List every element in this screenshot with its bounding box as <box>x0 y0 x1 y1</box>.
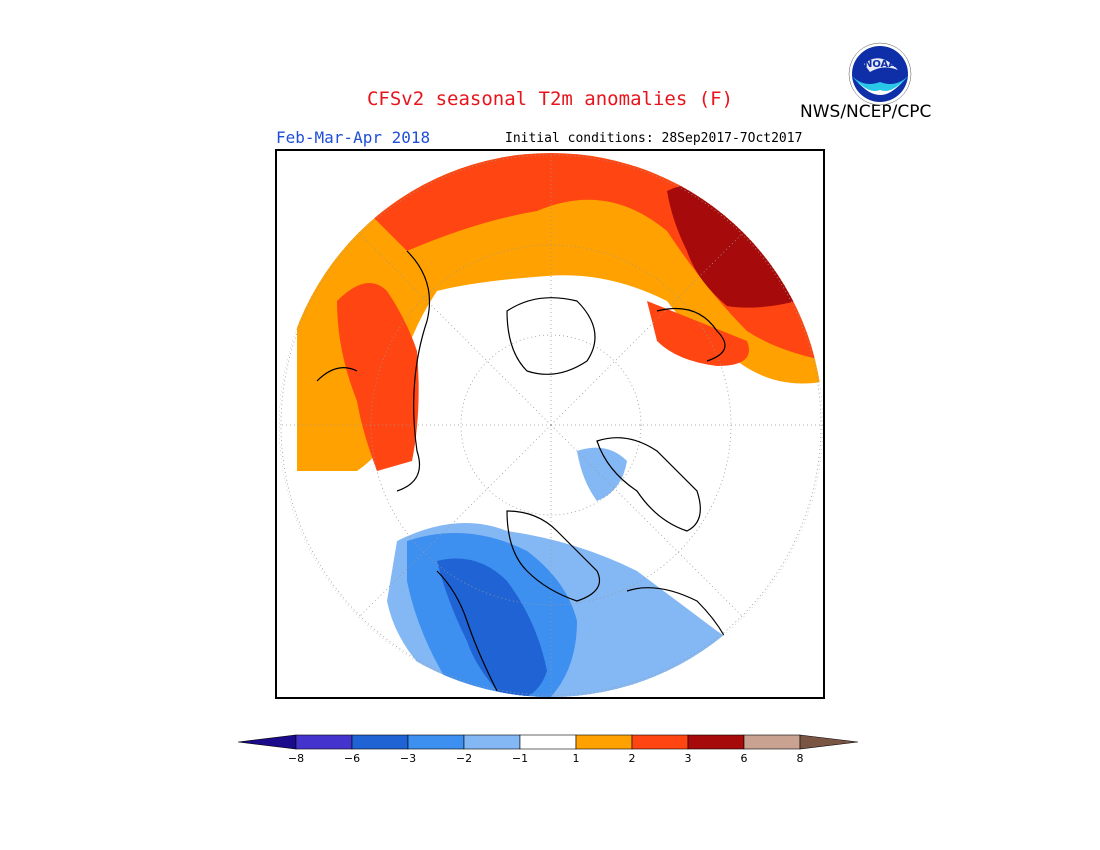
legend-swatch <box>687 734 745 750</box>
legend-swatch <box>351 734 409 750</box>
legend-tick-label: −3 <box>399 752 417 765</box>
page-title: CFSv2 seasonal T2m anomalies (F) <box>366 88 734 110</box>
western-canada-colder <box>437 558 547 697</box>
legend-swatch <box>519 734 577 750</box>
legend-swatch <box>295 734 353 750</box>
greenland-cold-patch <box>577 447 627 501</box>
legend-tick-label: 6 <box>740 752 748 765</box>
legend-tick-label: 3 <box>684 752 692 765</box>
map-panel <box>275 149 825 699</box>
legend-tick-label: −6 <box>343 752 361 765</box>
legend-tick-label: −8 <box>287 752 305 765</box>
northeast-siberia-extreme-warm <box>667 184 797 308</box>
legend-tick-label: 8 <box>796 752 804 765</box>
legend-tick-label: −1 <box>511 752 529 765</box>
legend-swatch <box>743 734 801 750</box>
logo-text: NOAA <box>864 59 896 70</box>
legend-swatch <box>407 734 465 750</box>
agency-label: NWS/NCEP/CPC <box>800 102 932 122</box>
legend-arrow-high <box>799 734 859 750</box>
legend-swatch <box>463 734 521 750</box>
legend-swatch <box>575 734 633 750</box>
legend-swatch <box>631 734 689 750</box>
europe-strong-warm <box>337 283 419 471</box>
legend-tick-label: 1 <box>572 752 580 765</box>
polar-map <box>279 153 823 697</box>
color-legend <box>238 734 859 750</box>
coastlines <box>316 250 728 692</box>
noaa-logo: NOAA <box>848 42 912 106</box>
initial-conditions-label: Initial conditions: 28Sep2017-7Oct2017 <box>505 131 803 146</box>
legend-tick-label: −2 <box>455 752 473 765</box>
legend-tick-label: 2 <box>628 752 636 765</box>
legend-arrow-low <box>238 734 297 750</box>
season-label: Feb-Mar-Apr 2018 <box>276 128 431 147</box>
